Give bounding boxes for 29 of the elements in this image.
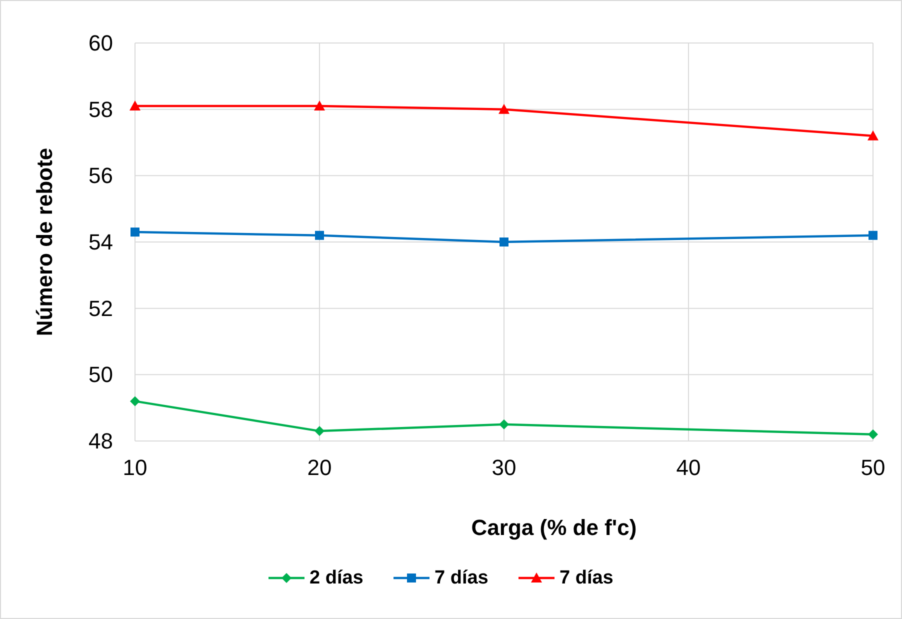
point	[130, 228, 140, 237]
y-tick-label: 54	[88, 230, 113, 254]
point	[868, 429, 878, 440]
y-tick-label: 60	[88, 30, 113, 56]
x-tick-label: 40	[676, 455, 701, 480]
x-tick-label: 50	[860, 455, 886, 480]
y-tick-label: 52	[88, 296, 113, 321]
point	[868, 230, 878, 240]
y-tick-label: 50	[88, 362, 113, 388]
point	[130, 396, 140, 406]
point	[499, 419, 509, 430]
y-tick-label: 48	[88, 428, 113, 454]
legend-label: 2 días	[310, 568, 364, 588]
y-axis-title: Número de rebote	[32, 148, 57, 336]
point	[314, 100, 325, 111]
y-tick-label: 56	[88, 163, 113, 188]
y-tick-label: 58	[88, 96, 113, 122]
point	[500, 238, 508, 246]
legend-label: 7 días	[560, 568, 614, 588]
point	[868, 130, 878, 140]
point	[130, 100, 140, 111]
x-tick-label: 20	[307, 455, 332, 480]
x-tick-label: 30	[492, 455, 516, 480]
x-tick-label: 10	[122, 455, 148, 480]
point	[314, 426, 324, 436]
point	[498, 104, 510, 114]
legend-label: 7 días	[434, 568, 488, 588]
point	[315, 230, 324, 240]
x-axis-title: Carga (% de f'c)	[471, 515, 637, 540]
